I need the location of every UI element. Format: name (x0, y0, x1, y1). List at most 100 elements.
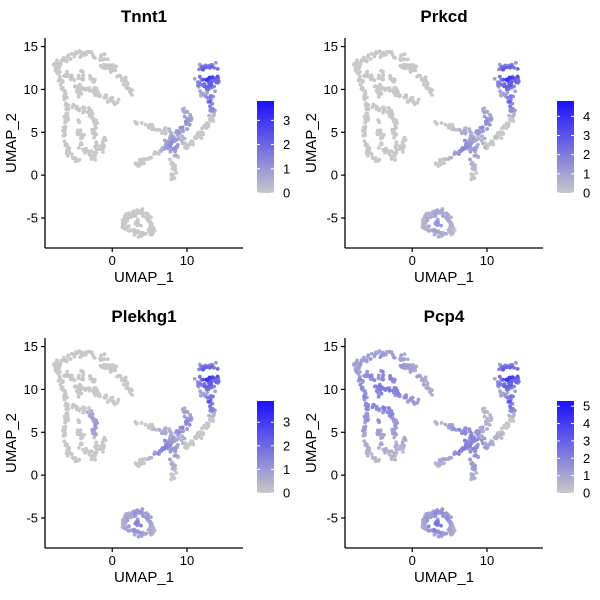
data-point (394, 443, 399, 448)
data-point (83, 86, 87, 91)
data-point (396, 391, 401, 396)
data-point (164, 145, 169, 150)
data-point (105, 357, 110, 362)
data-point (125, 518, 130, 523)
data-point (421, 382, 426, 387)
data-point (76, 118, 81, 122)
data-point (377, 407, 382, 412)
data-point (513, 389, 517, 394)
data-point (392, 427, 397, 431)
data-point (415, 100, 420, 105)
data-point (173, 166, 178, 171)
data-point (69, 377, 73, 382)
data-point (379, 132, 384, 137)
data-point (381, 373, 386, 377)
data-point (117, 73, 122, 78)
data-point (499, 136, 504, 141)
data-point (389, 409, 394, 413)
data-point (377, 146, 381, 150)
data-point (116, 397, 121, 402)
data-point (87, 388, 92, 393)
data-point (514, 360, 518, 365)
data-point (504, 126, 509, 130)
data-point (500, 126, 504, 131)
data-point (94, 86, 98, 90)
data-point (85, 410, 90, 414)
data-point (77, 107, 82, 112)
data-point (374, 104, 379, 109)
data-point (364, 74, 369, 79)
data-point (91, 418, 96, 422)
data-point (169, 462, 174, 466)
data-point (374, 407, 379, 411)
data-point (428, 90, 432, 95)
data-point (79, 432, 84, 437)
data-point (93, 123, 97, 128)
data-point (508, 365, 512, 370)
data-point (505, 96, 510, 100)
data-point (435, 508, 440, 513)
data-point (98, 58, 103, 62)
data-point (366, 451, 370, 455)
data-point (172, 146, 177, 151)
data-point (56, 71, 60, 76)
data-point (70, 455, 75, 460)
data-point (405, 357, 410, 362)
data-point (420, 377, 424, 382)
data-point (507, 117, 512, 122)
data-point (57, 366, 61, 371)
data-point (70, 105, 75, 110)
data-point (512, 413, 516, 417)
data-point (409, 66, 414, 71)
data-point (77, 389, 82, 394)
data-point (182, 436, 187, 441)
data-point (448, 224, 453, 228)
data-point (91, 454, 95, 458)
data-point (200, 426, 204, 431)
data-point (376, 458, 381, 463)
data-point (76, 373, 81, 378)
data-point (60, 88, 65, 92)
data-point (365, 54, 370, 59)
data-point (421, 217, 426, 222)
data-point (174, 153, 178, 158)
data-point (441, 231, 445, 236)
data-point (362, 95, 366, 99)
data-point (185, 410, 190, 414)
feature-plot-panel: Plekhg1 0 10 -5 0 5 10 15 UMAP_1 UMAP_2 0 1 2 3 (3, 307, 290, 586)
data-point (388, 377, 393, 381)
legend-tick-label: 4 (583, 109, 590, 124)
data-point (126, 229, 131, 233)
legend-tick-label: 1 (583, 468, 590, 483)
data-point (399, 53, 404, 58)
data-point (399, 365, 404, 369)
x-tick-label: 0 (409, 553, 416, 568)
y-axis-title: UMAP_2 (303, 113, 320, 173)
data-point (59, 378, 63, 382)
data-point (90, 116, 95, 120)
data-point (492, 76, 497, 81)
data-point (379, 142, 384, 146)
data-point (482, 110, 487, 115)
data-point (477, 130, 482, 134)
data-point (134, 231, 139, 235)
data-point (372, 378, 377, 383)
data-point (65, 354, 70, 359)
data-point (101, 450, 105, 454)
data-point (77, 89, 82, 94)
data-point (79, 354, 84, 358)
data-point (88, 50, 93, 54)
data-point (144, 211, 149, 216)
data-point (141, 514, 145, 518)
color-legend: 0 1 2 3 (257, 101, 290, 201)
data-point (401, 150, 405, 154)
data-point (372, 54, 377, 59)
data-point (439, 421, 444, 425)
data-point (390, 388, 395, 393)
data-point (379, 54, 384, 58)
data-point (483, 145, 487, 150)
data-point (198, 81, 203, 86)
data-point (387, 406, 391, 410)
data-point (66, 403, 71, 407)
scatter-points (351, 49, 521, 239)
